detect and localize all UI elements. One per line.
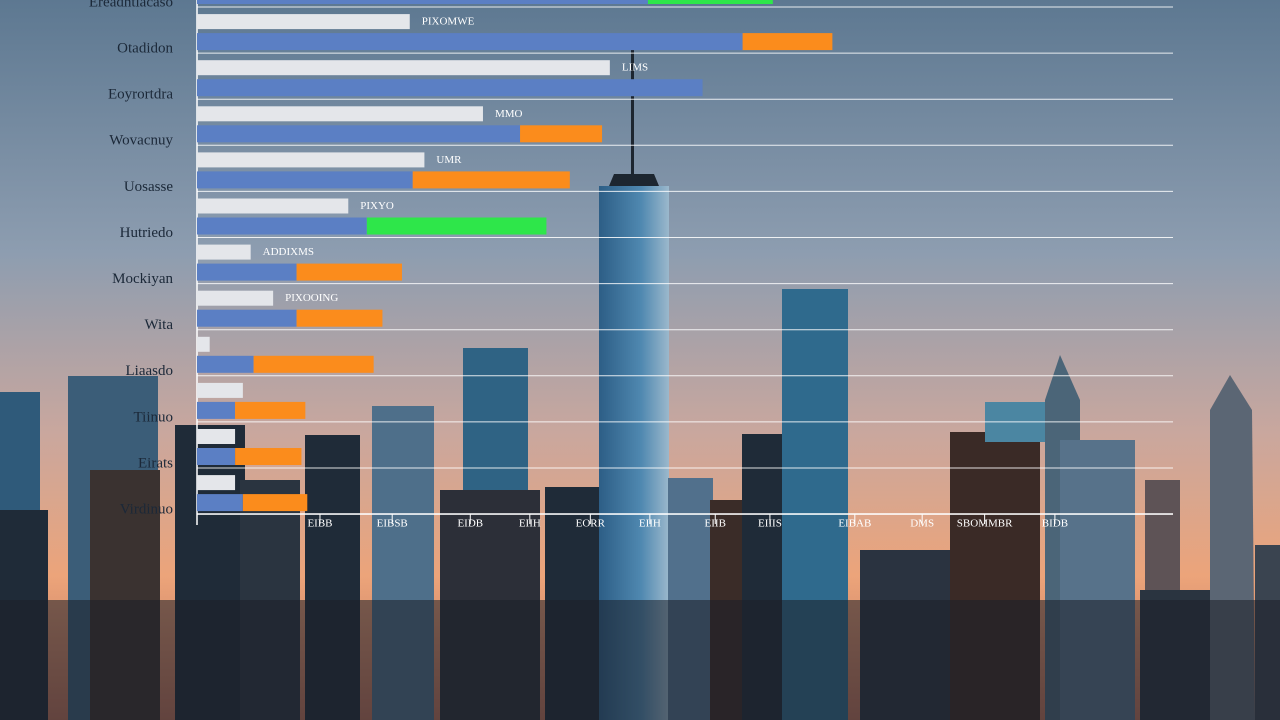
bar [197, 198, 349, 214]
bar [197, 290, 274, 306]
x-tick-label: EIIB [705, 518, 726, 530]
x-tick-label: SBOMMBR [957, 518, 1013, 530]
category-label: Tiinuo [134, 409, 173, 425]
bar [235, 401, 306, 419]
bar [520, 125, 603, 143]
bar [197, 106, 483, 122]
category-label: Liaasdo [126, 363, 173, 379]
x-tick-label: EIIH [519, 518, 541, 530]
bar [253, 355, 374, 373]
x-tick-label: EORR [576, 518, 606, 530]
bar [197, 263, 297, 281]
bar [197, 60, 610, 76]
category-label: Mockiyan [112, 271, 173, 287]
x-tick-label: EIDB [457, 518, 483, 530]
bar [412, 171, 570, 189]
bar [197, 125, 521, 143]
bar [197, 355, 254, 373]
bar [197, 429, 236, 444]
category-label: Eoyrortdra [108, 87, 173, 103]
bar [296, 263, 402, 281]
category-label: Wita [144, 317, 173, 333]
bar [197, 152, 425, 168]
bar [366, 217, 547, 235]
x-tick-label: EIBSB [377, 518, 408, 530]
x-tick-label: EIBB [307, 518, 332, 530]
bar [197, 0, 648, 4]
bar-annotation: PIXYO [360, 200, 394, 212]
bar [197, 171, 413, 189]
bar-annotation: MMO [495, 108, 523, 120]
x-tick-label: DMS [910, 518, 934, 530]
bar [197, 401, 236, 419]
category-label: Wovacnuy [109, 133, 173, 149]
bar [647, 0, 773, 4]
category-label: Eirats [138, 455, 173, 471]
category-label: Virdinuo [120, 502, 173, 518]
bar [197, 448, 236, 465]
bar [197, 336, 210, 352]
category-label: Hutriedo [120, 225, 173, 241]
bar [742, 33, 833, 51]
bar [296, 309, 383, 327]
bar [235, 448, 302, 465]
bar [197, 14, 410, 30]
bar [197, 244, 251, 260]
bar-annotation: LIMS [622, 62, 648, 74]
category-label: Ereadhtiacaso [89, 0, 173, 10]
x-tick-label: EIBAB [838, 518, 871, 530]
bar [197, 382, 243, 398]
bar [197, 494, 243, 512]
bar-annotation: PIXOOING [285, 292, 338, 304]
bar [197, 33, 743, 51]
bar [197, 217, 367, 235]
bar [197, 79, 703, 97]
bar [197, 475, 236, 491]
bar-annotation: UMR [436, 154, 462, 166]
x-tick-label: EIIH [639, 518, 661, 530]
bar [242, 494, 308, 512]
bar-annotation: ADDIXMS [263, 246, 314, 258]
bar-annotation: PIXOMWE [422, 16, 475, 28]
bar [197, 309, 297, 327]
category-label: Otadidon [117, 41, 173, 57]
x-tick-label: BIDB [1042, 518, 1068, 530]
x-tick-label: EIIIS [758, 518, 782, 530]
category-label: Uosasse [124, 179, 174, 195]
